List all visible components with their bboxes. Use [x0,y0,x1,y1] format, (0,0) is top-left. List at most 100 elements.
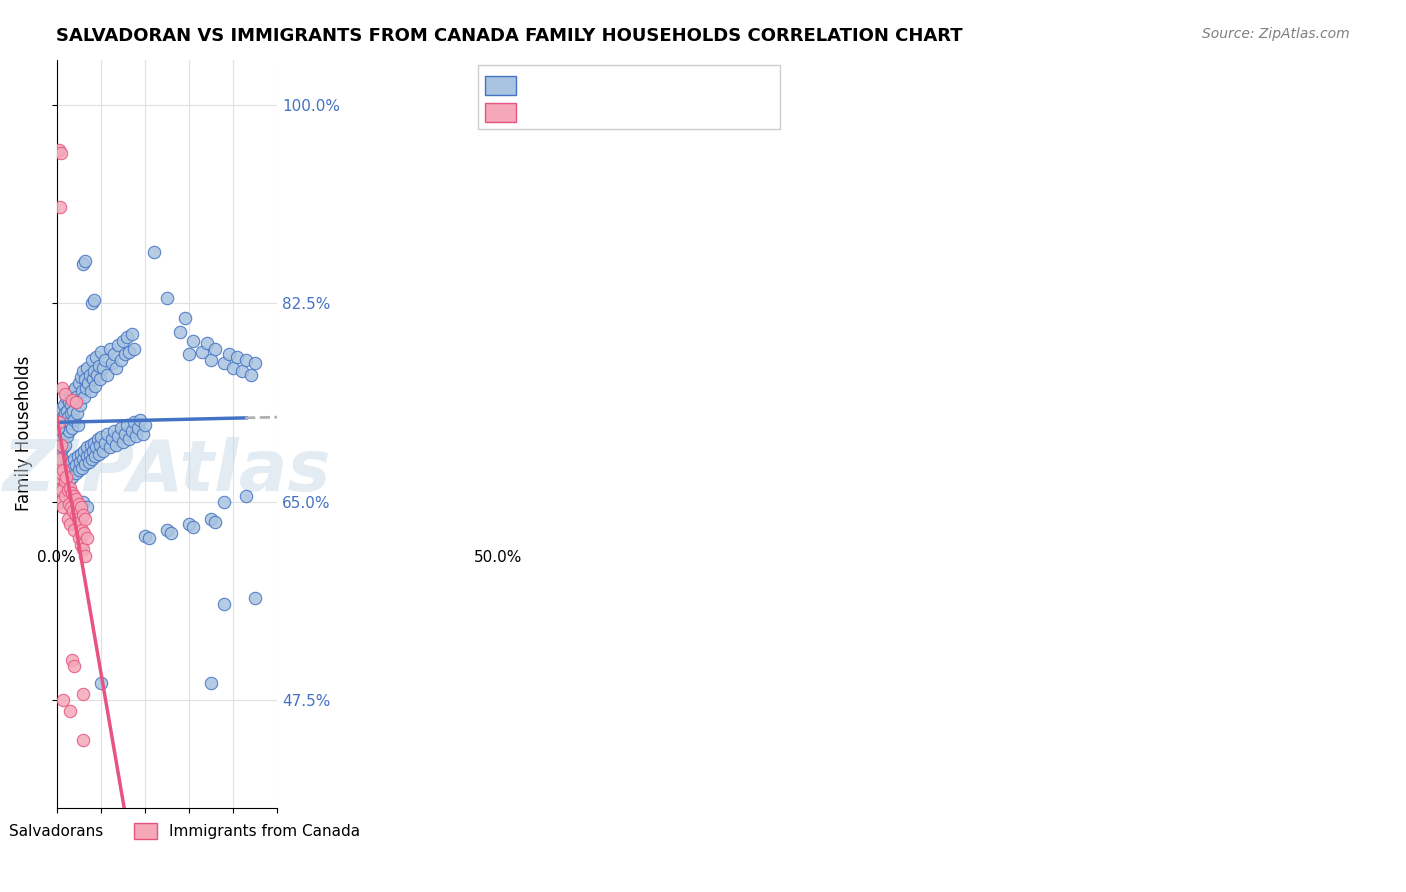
Point [89,438,111,452]
Point [76,440,98,454]
Point [222,360,245,375]
Point [53,475,76,489]
Point [58,425,80,439]
Point [69,398,91,412]
Y-axis label: Family Households: Family Households [15,356,32,511]
Point [70,523,93,537]
Point [56,409,79,424]
Point [70,384,93,398]
Point [53,463,76,477]
Point [63,381,86,395]
Point [59,463,82,477]
Point [55,489,77,503]
Point [59,398,82,412]
Point [59,705,82,719]
Point [48,460,70,475]
Point [53,413,76,427]
Point [49,145,72,160]
Point [65,458,87,473]
Point [49,467,72,481]
Point [100,356,122,370]
Point [96,368,118,382]
Point [72,687,94,701]
Point [69,455,91,469]
Point [60,485,83,500]
Point [66,406,89,420]
Point [80,296,103,310]
Point [62,504,84,518]
Point [115,330,138,344]
Point [49,438,72,452]
Point [107,338,129,352]
Point [72,542,94,557]
Point [156,291,179,305]
Point [87,359,110,373]
Text: R =: R = [520,103,557,120]
Point [75,511,97,525]
Point [70,447,93,461]
Point [62,384,84,398]
Text: ZIPAtlas: ZIPAtlas [3,436,332,506]
Text: 50.0%: 50.0% [474,549,522,565]
Point [56,483,79,498]
Text: N =: N = [619,76,666,94]
Point [70,500,93,515]
Point [191,345,214,359]
Point [156,523,179,537]
Point [212,356,235,370]
Point [87,447,110,461]
Point [204,342,226,356]
Point [60,406,83,420]
Point [183,334,205,348]
Legend: Salvadorans, Immigrants from Canada: Salvadorans, Immigrants from Canada [0,817,366,845]
Point [55,467,77,481]
Point [56,429,79,443]
Text: 0.225: 0.225 [567,76,619,94]
Point [76,531,98,545]
Point [70,538,93,552]
Point [160,526,183,541]
Point [111,334,134,348]
Point [49,477,72,491]
Point [94,435,117,450]
Point [48,421,70,435]
Point [49,425,72,439]
Point [183,519,205,533]
Point [107,429,129,443]
Point [72,732,94,747]
Point [103,347,125,361]
Point [65,508,87,523]
Point [231,364,253,378]
Point [243,356,266,370]
Point [53,426,76,441]
Point [49,443,72,458]
Point [76,360,98,375]
Point [114,347,136,361]
Point [72,257,94,271]
Point [55,387,77,401]
Point [67,531,90,545]
Text: N =: N = [619,103,666,120]
Point [49,200,72,214]
Point [103,425,125,439]
Point [110,421,132,435]
Point [235,489,257,503]
Text: Source: ZipAtlas.com: Source: ZipAtlas.com [1202,27,1350,41]
Point [111,434,134,449]
Point [243,591,266,605]
Point [77,376,100,390]
Point [72,451,94,466]
Point [83,435,105,450]
Point [56,458,79,473]
Point [51,429,73,443]
Point [52,500,75,515]
Point [226,350,249,364]
Point [177,347,200,361]
Point [73,391,96,405]
Point [80,438,103,452]
Point [239,368,262,382]
Point [52,398,75,412]
Point [235,353,257,368]
Point [79,447,101,461]
Point [62,460,84,475]
